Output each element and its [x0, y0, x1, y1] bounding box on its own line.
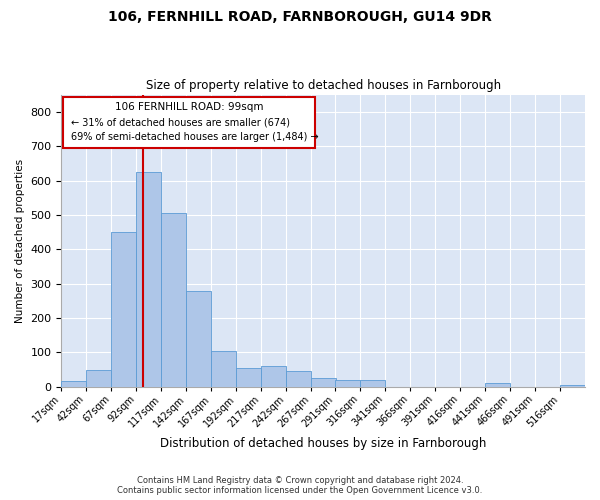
Text: ← 31% of detached houses are smaller (674): ← 31% of detached houses are smaller (67…	[71, 118, 290, 128]
Y-axis label: Number of detached properties: Number of detached properties	[15, 158, 25, 322]
Text: 106, FERNHILL ROAD, FARNBOROUGH, GU14 9DR: 106, FERNHILL ROAD, FARNBOROUGH, GU14 9D…	[108, 10, 492, 24]
Bar	[236, 368, 261, 387]
Bar	[485, 384, 510, 387]
Text: 106 FERNHILL ROAD: 99sqm: 106 FERNHILL ROAD: 99sqm	[115, 102, 263, 113]
Bar	[311, 378, 336, 387]
X-axis label: Distribution of detached houses by size in Farnborough: Distribution of detached houses by size …	[160, 437, 487, 450]
Bar	[61, 380, 86, 387]
Bar	[161, 213, 187, 387]
Bar	[261, 366, 286, 387]
Bar	[360, 380, 385, 387]
Text: Contains HM Land Registry data © Crown copyright and database right 2024.
Contai: Contains HM Land Registry data © Crown c…	[118, 476, 482, 495]
Bar	[64, 97, 315, 148]
Text: 69% of semi-detached houses are larger (1,484) →: 69% of semi-detached houses are larger (…	[71, 132, 319, 142]
Bar	[136, 172, 161, 387]
Title: Size of property relative to detached houses in Farnborough: Size of property relative to detached ho…	[146, 79, 501, 92]
Bar	[211, 350, 236, 387]
Bar	[112, 232, 136, 387]
Bar	[560, 385, 585, 387]
Bar	[86, 370, 112, 387]
Bar	[187, 290, 211, 387]
Bar	[286, 372, 311, 387]
Bar	[335, 380, 360, 387]
